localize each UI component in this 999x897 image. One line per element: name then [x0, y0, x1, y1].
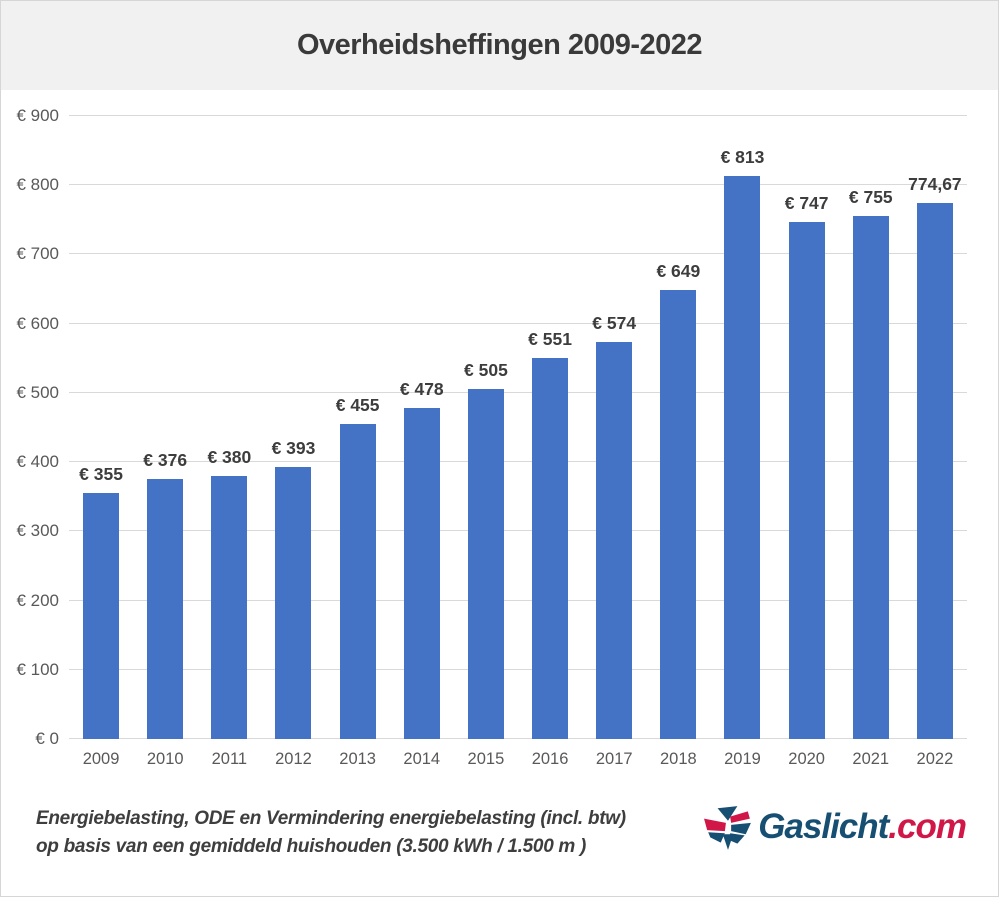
bar-value-label: € 574 — [592, 312, 637, 333]
y-tick-label: € 800 — [16, 175, 59, 195]
x-tick-label: 2020 — [788, 750, 825, 768]
bar — [532, 357, 569, 739]
x-tick-label: 2022 — [916, 750, 954, 768]
bar-cell: € 380 2011 — [197, 116, 261, 768]
gridline — [69, 668, 967, 670]
gridline — [69, 738, 967, 739]
x-tick-label: 2012 — [275, 750, 312, 768]
y-tick-label: € 0 — [35, 729, 59, 748]
bar-cell: € 355 2009 — [69, 116, 133, 768]
x-tick-label: 2011 — [211, 750, 248, 768]
x-tick-label: 2019 — [724, 750, 761, 768]
header-band: Overheidsheffingen 2009-2022 — [1, 1, 998, 90]
bar-value-label: 774,67 — [908, 173, 962, 194]
bar — [596, 341, 633, 739]
gridline — [69, 322, 967, 324]
plot-area: € 0 € 100 € 200 € 300 € 400 € 500 € 600 € 700 € … — [16, 106, 967, 768]
bar-value-label: € 505 — [464, 360, 508, 381]
gaslicht-logo: Gaslicht.com — [703, 803, 967, 851]
bar — [147, 478, 184, 739]
bar-cell: € 478 2014 — [390, 116, 454, 768]
bar-cell: € 393 2012 — [261, 116, 325, 768]
bar-cell: € 755 2021 — [839, 116, 903, 768]
gridline — [69, 184, 967, 186]
x-tick-label: 2016 — [531, 750, 569, 768]
x-tick-label: 2010 — [146, 750, 184, 768]
bar-value-label: € 551 — [528, 328, 572, 349]
bar — [788, 221, 825, 739]
bar-cell: € 813 2019 — [710, 116, 774, 768]
chart-title: Overheidsheffingen 2009-2022 — [296, 29, 703, 61]
y-tick-label: € 200 — [16, 590, 59, 610]
y-tick-label: € 600 — [16, 313, 59, 333]
bar-value-label: € 747 — [784, 192, 829, 213]
gridline — [69, 253, 967, 255]
bar-cell: 774,67 2022 — [903, 116, 967, 768]
x-tick-label: 2015 — [467, 750, 505, 768]
logo-name: Gaslicht — [758, 807, 889, 846]
bar — [852, 216, 889, 739]
gridline — [69, 599, 967, 601]
bar-value-label: € 380 — [207, 446, 252, 467]
bar-value-label: € 813 — [720, 147, 765, 168]
bar-cell: € 376 2010 — [133, 116, 197, 768]
x-tick-label: 2021 — [852, 750, 890, 768]
logo-tld: .com — [888, 807, 967, 846]
bar-cell: € 649 2018 — [646, 116, 710, 768]
footnote-line-2: op basis van een gemiddeld huishouden (3… — [36, 836, 587, 857]
bar — [83, 493, 120, 739]
bar-cell: € 747 2020 — [775, 116, 839, 768]
bar — [339, 424, 376, 739]
bar — [660, 289, 697, 739]
gridline — [69, 391, 967, 393]
bar-value-label: € 755 — [848, 187, 893, 208]
bar — [916, 202, 953, 739]
gridline — [69, 530, 967, 532]
bar-value-label: € 393 — [271, 437, 316, 458]
bar-cell: € 574 2017 — [582, 116, 646, 768]
footnote: Energiebelasting, ODE en Vermindering en… — [36, 805, 626, 861]
bar — [467, 389, 504, 739]
y-tick-label: € 900 — [16, 106, 59, 125]
bar — [211, 475, 248, 739]
y-tick-label: € 100 — [16, 659, 59, 679]
bar-value-label: € 355 — [79, 464, 123, 485]
bar-cell: € 551 2016 — [518, 116, 582, 768]
y-tick-label: € 500 — [16, 382, 59, 402]
bar-value-label: € 478 — [399, 379, 444, 400]
bar-value-label: € 455 — [335, 395, 380, 416]
bar — [403, 408, 440, 739]
x-tick-label: 2009 — [82, 750, 120, 768]
y-tick-label: € 400 — [16, 452, 59, 472]
bar-value-label: € 376 — [143, 449, 188, 470]
y-tick-label: € 700 — [16, 244, 59, 264]
x-tick-label: 2018 — [659, 750, 697, 768]
gridline — [69, 461, 967, 463]
x-tick-label: 2014 — [403, 750, 441, 768]
gaslicht-flame-icon — [704, 806, 752, 850]
y-tick-label: € 300 — [16, 521, 59, 541]
x-tick-label: 2013 — [339, 750, 376, 768]
x-tick-label: 2017 — [595, 750, 633, 768]
bar-value-label: € 649 — [656, 260, 701, 281]
bar — [724, 176, 761, 739]
footnote-line-1: Energiebelasting, ODE en Vermindering en… — [36, 808, 626, 829]
bar-cell: € 455 2013 — [326, 116, 390, 768]
bar — [275, 466, 312, 739]
logo-text: Gaslicht.com — [758, 807, 967, 847]
gridline — [69, 115, 967, 116]
bar-cell: € 505 2015 — [454, 116, 518, 768]
